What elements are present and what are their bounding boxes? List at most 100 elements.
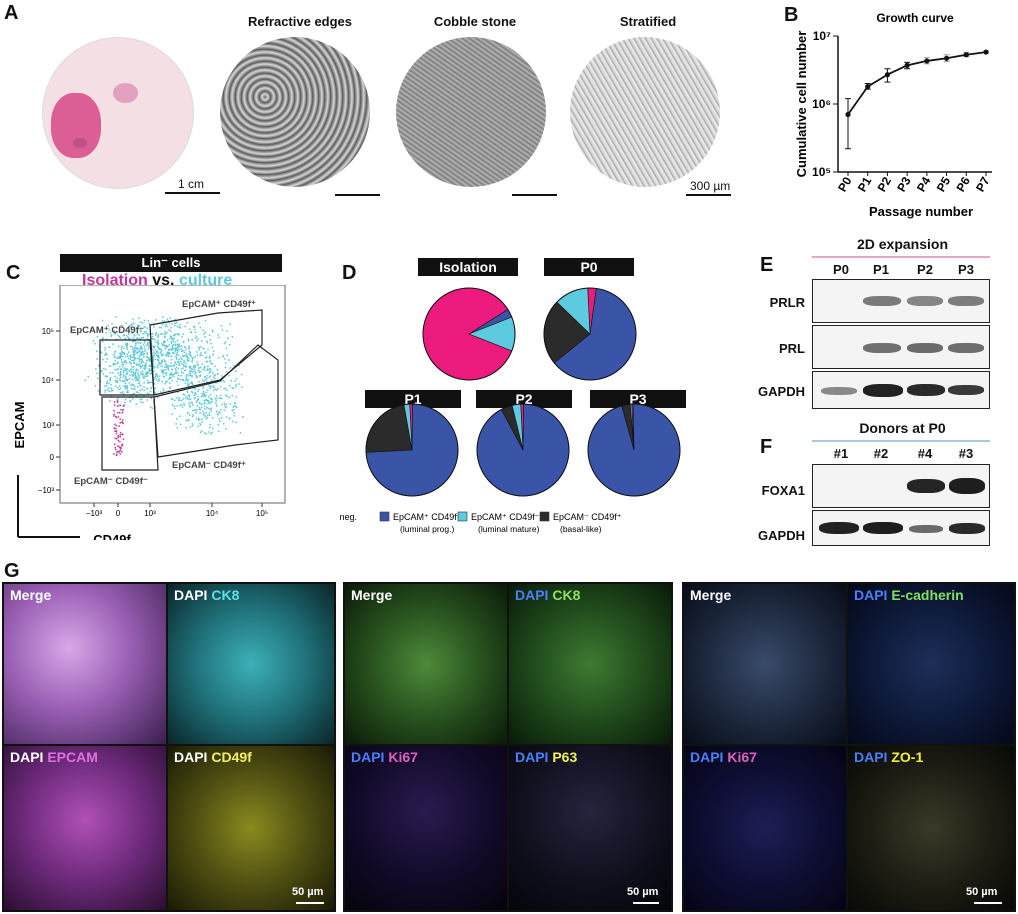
panel-letter-b: B bbox=[784, 4, 799, 26]
y-tick-label: 10⁷ bbox=[813, 29, 831, 43]
x-tick-label: P4 bbox=[914, 174, 934, 194]
scalebar-1cm bbox=[165, 192, 220, 194]
legend-sublabel: (basal-like) bbox=[560, 524, 602, 534]
growth-line bbox=[847, 51, 987, 116]
pie-title: P0 bbox=[580, 259, 597, 275]
pie-title: Isolation bbox=[439, 259, 497, 275]
flow-y-tick-label: 10⁵ bbox=[42, 327, 54, 336]
gate-label-epcam-neg-cd49f-pos: EpCAM⁻ CD49f⁺ bbox=[172, 460, 246, 471]
gate-label-epcam-pos-cd49f-pos: EpCAM⁺ CD49f⁺ bbox=[182, 299, 256, 310]
data-point bbox=[924, 58, 930, 64]
blot-prlr bbox=[812, 279, 990, 323]
if-scalebar-label-1: 50 µm bbox=[292, 886, 324, 898]
flow-x-tick-label: 0 bbox=[116, 509, 121, 518]
legend-swatch bbox=[457, 511, 468, 522]
data-point bbox=[943, 55, 950, 61]
e-lane-p1: P1 bbox=[873, 262, 889, 277]
pie-title: P1 bbox=[404, 391, 421, 407]
y-axis-label: Cumulative cell number bbox=[794, 31, 809, 178]
x-tick-label: P6 bbox=[953, 174, 973, 194]
if-label-cd49f: DAPI CD49f bbox=[174, 749, 252, 765]
gate-label-epcam-neg-cd49f-neg: EpCAM⁻ CD49f⁻ bbox=[74, 476, 148, 487]
panel-letter-g: G bbox=[4, 560, 20, 582]
if-label-zo1: DAPI ZO-1 bbox=[854, 749, 924, 765]
blot-label-foxa1: FOXA1 bbox=[761, 483, 805, 498]
title-refractive-edges: Refractive edges bbox=[247, 14, 353, 29]
y-tick-label: 10⁵ bbox=[812, 165, 831, 179]
gate-epcam-neg-cd49f-neg bbox=[101, 396, 159, 471]
f-header-line bbox=[812, 440, 990, 442]
if-image-zo1: DAPI ZO-1 50 µm bbox=[848, 746, 1014, 910]
if-label-ki67-3: DAPI Ki67 bbox=[690, 749, 757, 765]
flow-y-tick-label: −10³ bbox=[38, 486, 55, 495]
if-label-merge-3: Merge bbox=[690, 587, 732, 603]
flow-x-label: CD49f bbox=[93, 532, 131, 540]
pie-header-bg bbox=[544, 258, 634, 276]
scalebar-label-300um: 300 µm bbox=[690, 179, 731, 193]
flow-y-tick-label: 10³ bbox=[42, 421, 54, 430]
flow-x-tick-label: −10³ bbox=[86, 509, 103, 518]
e-lane-p2: P2 bbox=[917, 262, 933, 277]
scalebar-refractive bbox=[335, 194, 380, 196]
blot-prl bbox=[812, 325, 990, 369]
blot-foxa1 bbox=[812, 464, 990, 508]
if-label-ecadherin: DAPI E-cadherin bbox=[854, 587, 964, 603]
panel-letter-a: A bbox=[4, 2, 19, 24]
x-tick-label: P2 bbox=[875, 174, 895, 194]
title-cobble-stone: Cobble stone bbox=[433, 14, 517, 29]
phase-image-cobble-stone bbox=[396, 37, 546, 187]
pie-outline bbox=[422, 287, 516, 381]
blot-gapdh-f bbox=[812, 510, 990, 546]
pie-outline bbox=[587, 403, 681, 497]
panel-letter-c: C bbox=[6, 262, 21, 284]
panel-letter-f: F bbox=[760, 436, 773, 458]
well-dish-image bbox=[42, 37, 194, 189]
isolation-events bbox=[113, 400, 125, 457]
if-label-epcam: DAPI EPCAM bbox=[10, 749, 98, 765]
y-tick-label: 10⁶ bbox=[812, 97, 831, 111]
phase-image-refractive-edges bbox=[220, 37, 370, 187]
if-label-ck8-1: DAPI CK8 bbox=[174, 587, 240, 603]
if-image-ck8-1: DAPI CK8 bbox=[168, 584, 334, 744]
data-point bbox=[904, 62, 910, 68]
flow-y-tick-label: 0 bbox=[50, 453, 55, 462]
if-image-merge-1: Merge bbox=[4, 584, 166, 744]
x-tick-label: P0 bbox=[835, 174, 855, 194]
pie-outline bbox=[365, 403, 459, 497]
legend-swatch bbox=[379, 511, 390, 522]
flow-x-tick-label: 10⁴ bbox=[206, 509, 219, 518]
x-tick-label: P3 bbox=[894, 174, 914, 194]
flow-y-label: EPCAM bbox=[12, 402, 27, 449]
if-image-cd49f: DAPI CD49f 50 µm bbox=[168, 746, 334, 910]
blot-label-prl: PRL bbox=[779, 341, 805, 356]
legend-sublabel: (luminal mature) bbox=[478, 524, 540, 534]
if-label-ck8-2: DAPI CK8 bbox=[515, 587, 581, 603]
if-image-merge-2: Merge bbox=[345, 584, 507, 744]
culture-events bbox=[84, 316, 247, 435]
if-scalebar-2 bbox=[633, 902, 659, 904]
e-header-2d-expansion: 2D expansion bbox=[856, 236, 949, 252]
scalebar-label-1cm: 1 cm bbox=[178, 177, 205, 191]
legend-label: EpCAM⁺ CD49f⁻ bbox=[471, 512, 540, 522]
gate-label-epcam-pos-cd49f-neg: EpCAM⁺ CD49f⁻ bbox=[70, 325, 144, 336]
blot-label-gapdh-e: GAPDH bbox=[758, 384, 805, 399]
pie-header-bg bbox=[476, 390, 572, 408]
blot-label-gapdh-f: GAPDH bbox=[758, 528, 805, 543]
panel-letter-e: E bbox=[760, 254, 774, 276]
if-image-merge-3: Merge bbox=[684, 584, 846, 744]
e-header-line bbox=[812, 256, 990, 258]
f-lane-2: #2 bbox=[873, 446, 889, 461]
f-header-donors: Donors at P0 bbox=[859, 420, 946, 436]
lin-cells-header: Lin⁻ cells bbox=[60, 254, 282, 272]
data-point bbox=[865, 84, 871, 90]
flow-y-tick-label: 10⁴ bbox=[42, 376, 55, 385]
flow-x-tick-label: 10³ bbox=[144, 509, 156, 518]
flow-cytometry-plot: EpCAM⁺ CD49f⁺ EpCAM⁺ CD49f⁻ EpCAM⁻ CD49f⁺ E… bbox=[12, 285, 286, 540]
data-point bbox=[983, 49, 989, 55]
e-lane-p3: P3 bbox=[958, 262, 974, 277]
pie-title: P3 bbox=[629, 391, 646, 407]
f-lane-3: #3 bbox=[958, 446, 974, 461]
blot-gapdh-e bbox=[812, 371, 990, 409]
scalebar-cobble bbox=[512, 194, 557, 196]
legend-label: EpCAM⁺ CD49f⁺ bbox=[393, 512, 462, 522]
